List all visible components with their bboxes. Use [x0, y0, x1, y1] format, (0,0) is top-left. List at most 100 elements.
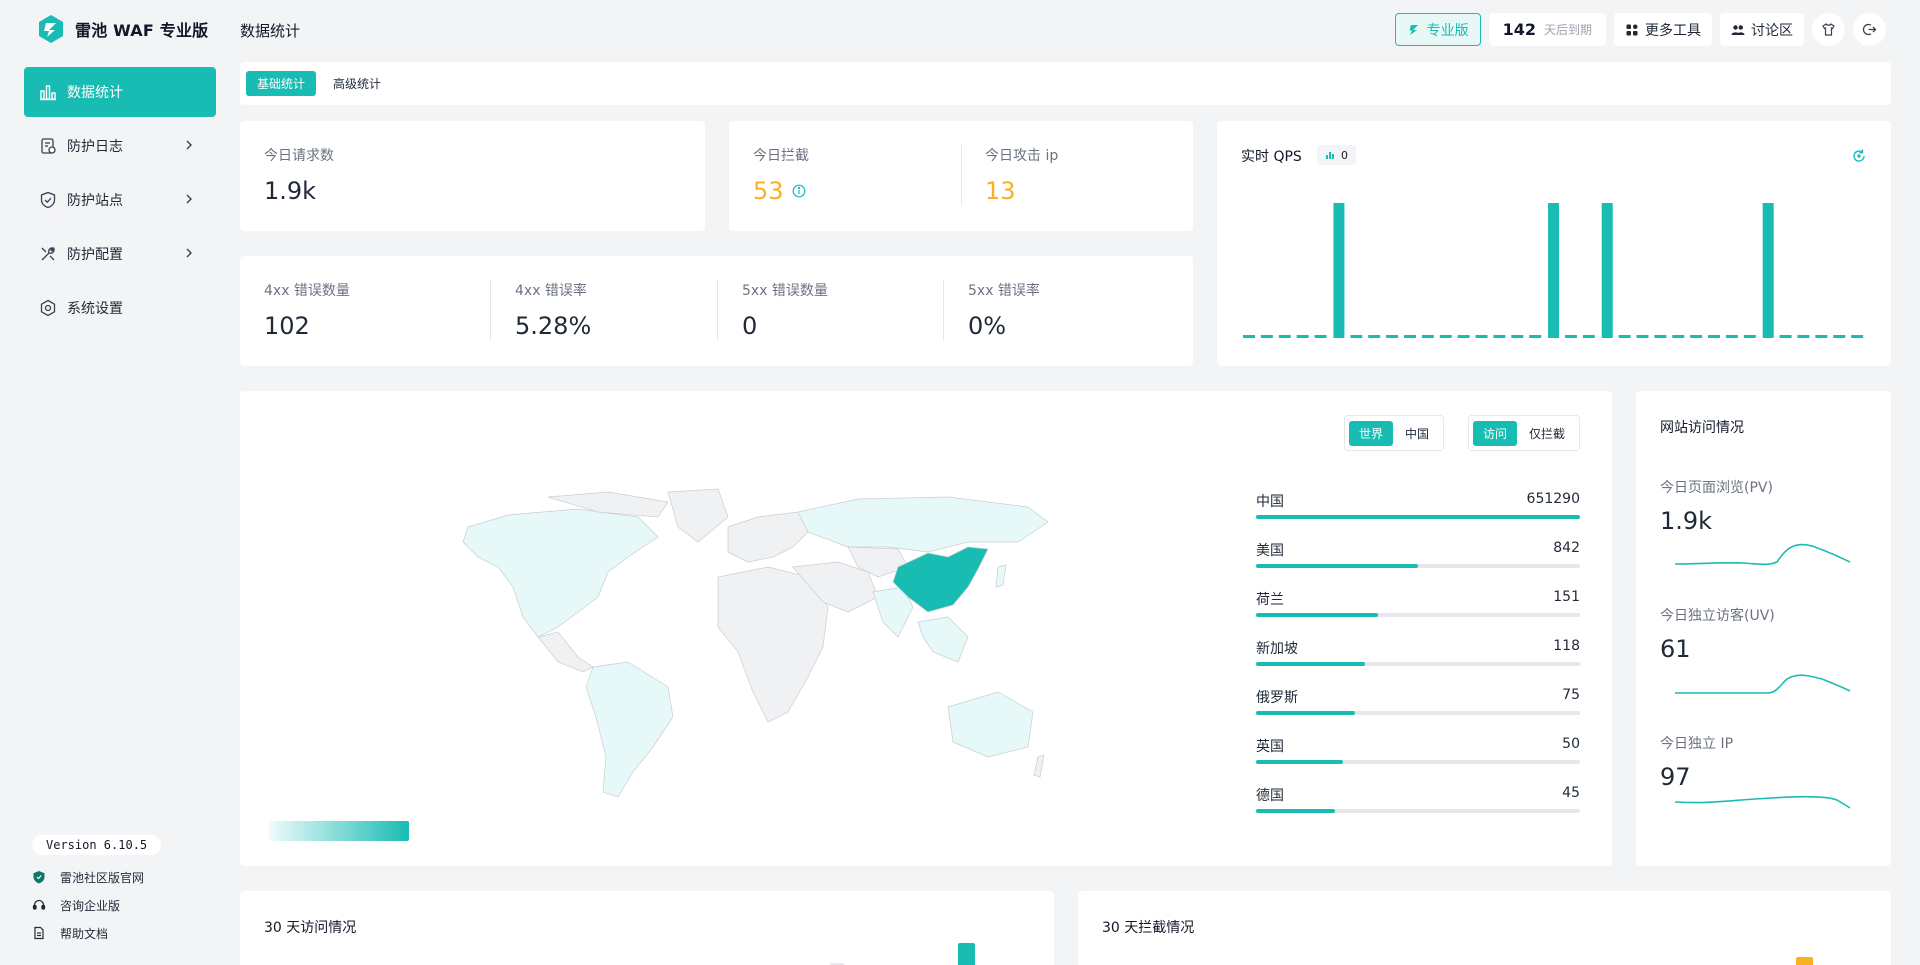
country-bar-track — [1256, 564, 1580, 568]
headset-icon — [32, 899, 46, 910]
map-region-south-america — [585, 661, 674, 798]
qps-title: 实时 QPS — [1241, 149, 1302, 165]
region-china-button[interactable]: 中国 — [1405, 426, 1430, 441]
help-docs-link[interactable]: 帮助文档 — [32, 919, 222, 947]
country-ranking: 中国 651290 美国 842 荷兰 151 新加坡 118 俄罗斯 75 英国 50 德国 45 — [1256, 491, 1580, 834]
country-value: 50 — [1562, 736, 1580, 752]
qps-idle-bar — [1493, 335, 1506, 338]
visits-30d-card: 30 天访问情况 — [240, 891, 1054, 965]
map-region-australia — [947, 691, 1034, 758]
qps-spike-bar — [1548, 203, 1560, 338]
more-tools-button[interactable]: 更多工具 — [1614, 13, 1712, 46]
qps-idle-bar — [1368, 335, 1381, 338]
pv-label: 今日页面浏览(PV) — [1660, 480, 1773, 496]
qps-card: 实时 QPS 0 — [1217, 121, 1891, 366]
ip-value: 97 — [1660, 763, 1691, 791]
country-value: 151 — [1553, 589, 1580, 605]
country-value: 651290 — [1526, 491, 1580, 507]
qps-badge: 0 — [1317, 145, 1356, 165]
tools-icon — [41, 247, 55, 261]
country-bar-track — [1256, 613, 1580, 617]
sidebar-item-label: 防护站点 — [67, 193, 123, 209]
err5xx-rate-label: 5xx 错误率 — [968, 283, 1040, 299]
info-icon[interactable] — [792, 184, 806, 198]
gear-icon — [40, 299, 56, 317]
refresh-icon[interactable] — [1851, 148, 1867, 164]
blocked-card: 今日拦截 53 今日攻击 ip 13 — [729, 121, 1193, 231]
qps-idle-bar — [1529, 335, 1542, 338]
tshirt-icon — [1822, 23, 1835, 36]
map-region-new-zealand — [1033, 754, 1045, 778]
days-left-suffix: 天后到期 — [1543, 23, 1592, 37]
qps-idle-bar — [1690, 335, 1703, 338]
license-expiry: 142 天后到期 — [1488, 13, 1606, 46]
qps-idle-bar — [1779, 335, 1792, 338]
forum-button[interactable]: 讨论区 — [1720, 13, 1804, 46]
map-color-legend — [269, 821, 409, 841]
sidebar-item-sites[interactable]: 防护站点 — [24, 175, 216, 225]
sidebar-item-label: 防护日志 — [67, 139, 123, 155]
country-bar-track — [1256, 711, 1580, 715]
country-bar-track — [1256, 760, 1580, 764]
blocks-30d-bar — [1796, 957, 1813, 965]
uv-value: 61 — [1660, 635, 1691, 663]
qps-idle-bar — [1708, 335, 1721, 338]
err4xx-count-label: 4xx 错误数量 — [264, 283, 350, 299]
enterprise-consult-label: 咨询企业版 — [60, 898, 121, 913]
qps-idle-bar — [1672, 335, 1685, 338]
qps-idle-bar — [1403, 335, 1416, 338]
sidebar-nav: 数据统计 防护日志 防护站点 防护配置 系统设 — [24, 67, 216, 337]
theme-button[interactable] — [1812, 13, 1845, 46]
ip-label: 今日独立 IP — [1660, 736, 1734, 752]
divider — [961, 145, 962, 205]
country-bar-fill — [1256, 613, 1378, 617]
qps-spike-bar — [1333, 203, 1345, 338]
users-icon — [1731, 24, 1745, 35]
tab-advanced-stats[interactable]: 高级统计 — [333, 77, 382, 91]
stats-tabs: 基础统计 高级统计 — [240, 62, 1891, 105]
help-docs-label: 帮助文档 — [60, 926, 109, 941]
sidebar-item-settings[interactable]: 系统设置 — [24, 283, 216, 333]
map-region-north-america — [462, 508, 659, 638]
mode-blocked-button[interactable]: 仅拦截 — [1529, 426, 1566, 441]
qps-idle-bar — [1439, 335, 1452, 338]
divider — [943, 280, 944, 340]
blocked-label: 今日拦截 — [753, 148, 809, 164]
err4xx-rate-value: 5.28% — [515, 312, 592, 340]
world-map[interactable] — [428, 487, 1048, 807]
err5xx-count-value: 0 — [742, 312, 758, 340]
country-bar-track — [1256, 809, 1580, 813]
country-bar-track — [1256, 515, 1580, 519]
logout-button[interactable] — [1853, 13, 1886, 46]
country-bar-fill — [1256, 515, 1580, 519]
chevron-right-icon — [186, 248, 192, 258]
country-bar-fill — [1256, 564, 1418, 568]
community-site-link[interactable]: 雷池社区版官网 — [32, 863, 222, 891]
shield-icon — [40, 191, 56, 209]
mode-visit-button[interactable]: 访问 — [1473, 420, 1518, 446]
chevron-right-icon — [186, 140, 192, 150]
qps-idle-bar — [1350, 335, 1363, 338]
region-world-button[interactable]: 世界 — [1349, 420, 1394, 446]
tab-basic-stats[interactable]: 基础统计 — [246, 71, 317, 96]
country-name: 荷兰 — [1256, 592, 1284, 608]
sidebar-footer: Version 6.10.5 雷池社区版官网 咨询企业版 帮助文档 — [32, 834, 222, 947]
qps-idle-bar — [1618, 335, 1631, 338]
region-toggle: 世界 中国 — [1344, 415, 1445, 451]
sidebar-item-logs[interactable]: 防护日志 — [24, 121, 216, 171]
qps-idle-bar — [1386, 335, 1399, 338]
enterprise-consult-link[interactable]: 咨询企业版 — [32, 891, 222, 919]
map-region-canada-arctic — [547, 491, 669, 518]
map-region-africa — [717, 566, 829, 723]
pro-edition-button[interactable]: 专业版 — [1394, 13, 1481, 46]
logout-icon — [1862, 23, 1877, 36]
sidebar-item-label: 数据统计 — [67, 85, 123, 101]
country-value: 118 — [1553, 638, 1580, 654]
country-bar-track — [1256, 662, 1580, 666]
visits-30d-title: 30 天访问情况 — [264, 920, 357, 936]
country-value: 45 — [1562, 785, 1580, 801]
brand[interactable]: 雷池 WAF 专业版 — [37, 13, 208, 45]
sidebar-item-config[interactable]: 防护配置 — [24, 229, 216, 279]
sidebar-item-statistics[interactable]: 数据统计 — [24, 67, 216, 117]
qps-idle-bar — [1743, 335, 1756, 338]
